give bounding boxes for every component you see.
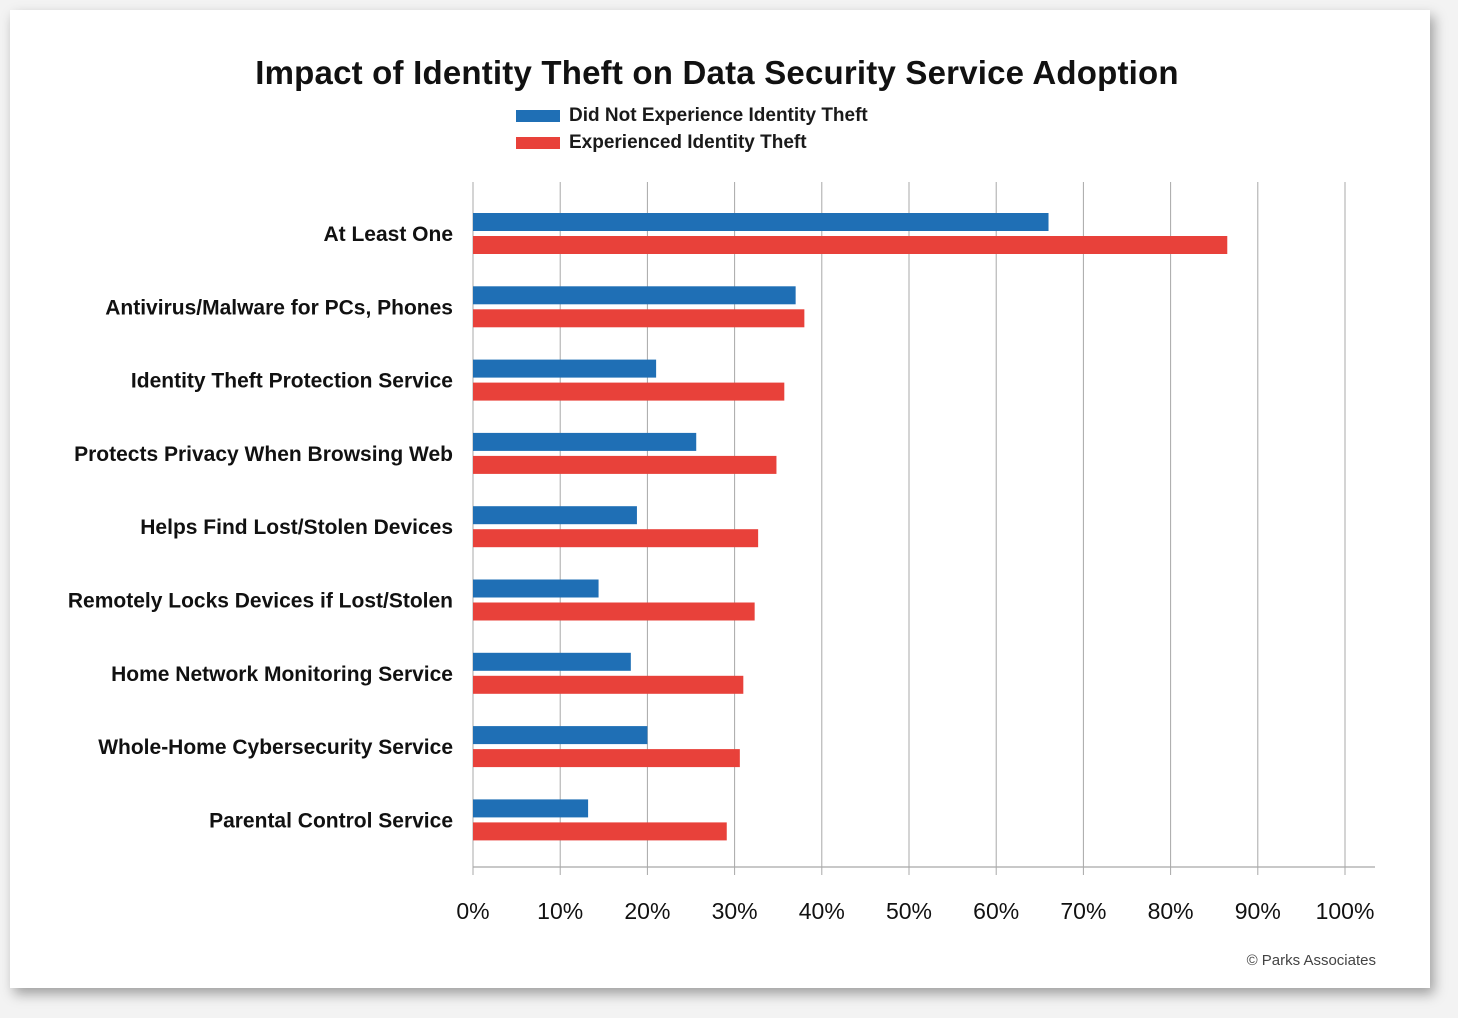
bar-not-experienced [473,652,631,671]
bar-experienced [473,749,740,768]
bar-experienced [473,602,755,621]
legend-swatch-not-experienced [516,110,560,122]
bar-experienced [473,382,785,401]
bar-experienced [473,309,805,328]
bar-experienced [473,529,759,548]
x-tick-label: 30% [712,898,758,924]
x-tick-label: 50% [886,898,932,924]
legend-label-experienced: Experienced Identity Theft [569,132,807,153]
category-label: Identity Theft Protection Service [131,370,453,393]
bar-not-experienced [473,799,589,818]
category-label: Whole-Home Cybersecurity Service [98,736,453,759]
chart-card: Impact of Identity Theft on Data Securit… [10,10,1430,988]
bar-experienced [473,455,777,474]
legend-label-not-experienced: Did Not Experience Identity Theft [569,105,868,126]
bar-not-experienced [473,359,657,378]
bar-not-experienced [473,286,796,305]
bar-experienced [473,236,1228,254]
category-label: At Least One [323,223,453,246]
bar-not-experienced [473,579,599,598]
category-label: Antivirus/Malware for PCs, Phones [105,296,453,319]
bar-not-experienced [473,432,697,451]
chart-title: Impact of Identity Theft on Data Securit… [255,54,1179,91]
x-tick-label: 100% [1316,898,1375,924]
x-tick-label: 20% [624,898,670,924]
category-label: Home Network Monitoring Service [111,663,453,686]
x-tick-label: 80% [1148,898,1194,924]
category-label: Parental Control Service [209,809,453,832]
x-tick-label: 70% [1060,898,1106,924]
legend-swatch-experienced [516,137,560,149]
bar-not-experienced [473,213,1049,231]
category-label: Helps Find Lost/Stolen Devices [140,516,453,539]
x-tick-label: 40% [799,898,845,924]
category-label: Remotely Locks Devices if Lost/Stolen [68,590,453,613]
bar-chart: 0% 10% 20% 30% 40% 50% 60% 70% 80% 90% 100% At Leas… [68,182,1375,924]
category-label: Protects Privacy When Browsing Web [74,443,453,466]
credit-text: © Parks Associates [1246,952,1376,969]
x-tick-label: 0% [456,898,489,924]
x-tick-label: 10% [537,898,583,924]
bar-not-experienced [473,726,648,745]
bar-not-experienced [473,506,637,525]
x-tick-label: 60% [973,898,1019,924]
bar-experienced [473,675,744,694]
x-tick-label: 90% [1235,898,1281,924]
bar-experienced [473,822,727,841]
